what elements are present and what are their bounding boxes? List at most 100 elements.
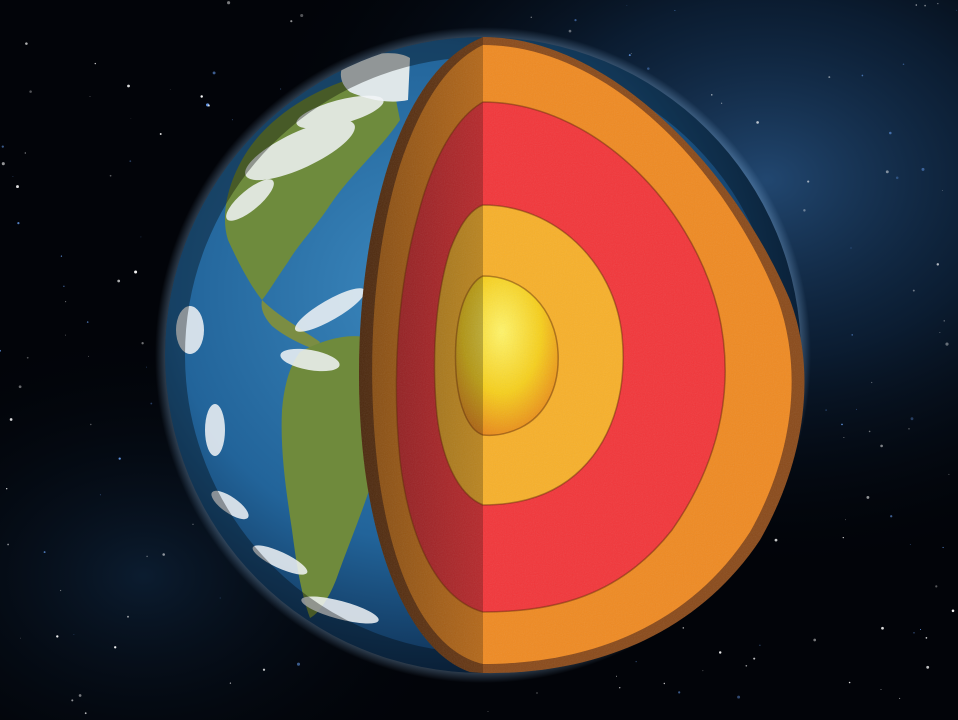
star xyxy=(86,321,89,323)
star xyxy=(945,342,949,346)
star xyxy=(753,657,756,660)
star xyxy=(300,13,304,18)
star xyxy=(169,89,171,90)
star xyxy=(908,428,910,430)
star xyxy=(890,515,893,518)
star xyxy=(868,430,871,433)
star xyxy=(615,675,617,677)
star xyxy=(89,95,91,97)
star xyxy=(162,553,165,556)
star xyxy=(937,3,939,5)
cloud-cover xyxy=(176,95,384,624)
star xyxy=(880,689,882,690)
star xyxy=(94,62,97,65)
star xyxy=(759,644,761,646)
continent-north-america xyxy=(224,70,400,300)
star xyxy=(942,546,944,549)
star xyxy=(280,88,282,90)
star xyxy=(16,185,19,189)
star xyxy=(921,167,925,171)
star xyxy=(1,162,5,166)
star xyxy=(895,176,899,180)
star xyxy=(26,356,29,359)
star xyxy=(192,523,194,525)
star xyxy=(919,628,922,631)
star xyxy=(1,145,4,148)
star xyxy=(207,104,210,107)
layer-boundaries xyxy=(395,101,726,613)
star xyxy=(296,662,301,666)
star xyxy=(219,597,221,599)
star xyxy=(924,4,926,7)
star xyxy=(674,10,676,11)
star xyxy=(910,417,914,421)
star xyxy=(127,615,129,618)
star xyxy=(774,538,778,542)
star xyxy=(117,279,121,283)
star xyxy=(118,457,121,460)
star xyxy=(628,54,631,57)
star xyxy=(290,20,293,23)
star xyxy=(150,402,153,405)
star xyxy=(941,190,943,191)
star xyxy=(78,694,82,697)
star xyxy=(574,19,577,22)
star xyxy=(227,1,231,5)
star xyxy=(109,174,112,177)
star xyxy=(630,53,632,54)
star xyxy=(487,710,489,712)
star xyxy=(59,589,62,592)
star xyxy=(231,119,233,121)
star xyxy=(141,342,144,345)
star xyxy=(828,76,831,79)
star xyxy=(20,637,21,639)
star xyxy=(7,543,9,546)
star xyxy=(146,555,148,558)
star xyxy=(915,4,918,6)
star xyxy=(626,5,628,6)
star xyxy=(60,255,63,257)
cross-section xyxy=(358,37,805,674)
star xyxy=(24,152,26,154)
star xyxy=(866,495,870,499)
star xyxy=(902,63,905,66)
star xyxy=(881,626,884,630)
star xyxy=(17,222,20,225)
star xyxy=(647,67,650,70)
star xyxy=(813,638,817,642)
star xyxy=(807,180,810,183)
star xyxy=(71,699,74,702)
star xyxy=(720,102,723,104)
star xyxy=(130,118,132,119)
star xyxy=(899,697,901,699)
star xyxy=(948,473,950,475)
star xyxy=(63,285,65,287)
star xyxy=(913,631,915,634)
star xyxy=(65,334,66,336)
star xyxy=(825,409,827,411)
star xyxy=(845,519,846,521)
star xyxy=(935,585,938,588)
star xyxy=(861,74,864,77)
star xyxy=(718,651,722,654)
star xyxy=(909,543,911,545)
star xyxy=(756,121,759,124)
star xyxy=(0,349,1,352)
star xyxy=(663,682,665,685)
star xyxy=(702,670,704,672)
star xyxy=(140,236,142,238)
star xyxy=(229,682,232,684)
star xyxy=(127,84,130,88)
star xyxy=(262,668,266,671)
star xyxy=(737,695,741,699)
star xyxy=(9,418,13,421)
continent-central-america xyxy=(261,300,320,350)
star xyxy=(99,494,101,496)
star xyxy=(212,71,216,75)
star xyxy=(943,320,945,322)
star xyxy=(159,133,162,135)
star xyxy=(88,355,90,357)
star xyxy=(90,423,92,426)
star xyxy=(926,665,930,669)
star xyxy=(678,691,681,694)
